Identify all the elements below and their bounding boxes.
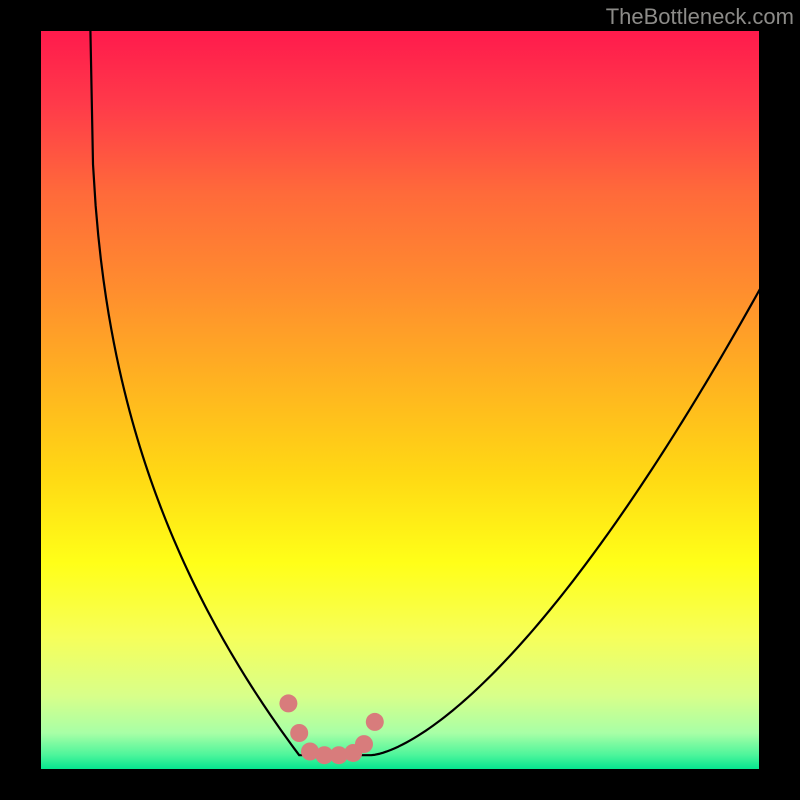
valley-dot bbox=[355, 735, 373, 753]
valley-dot bbox=[366, 713, 384, 731]
watermark-text: TheBottleneck.com bbox=[606, 4, 794, 30]
valley-dot bbox=[290, 724, 308, 742]
valley-dot bbox=[279, 694, 297, 712]
chart-stage: TheBottleneck.com bbox=[0, 0, 800, 800]
chart-svg bbox=[0, 0, 800, 800]
chart-background bbox=[40, 30, 760, 770]
